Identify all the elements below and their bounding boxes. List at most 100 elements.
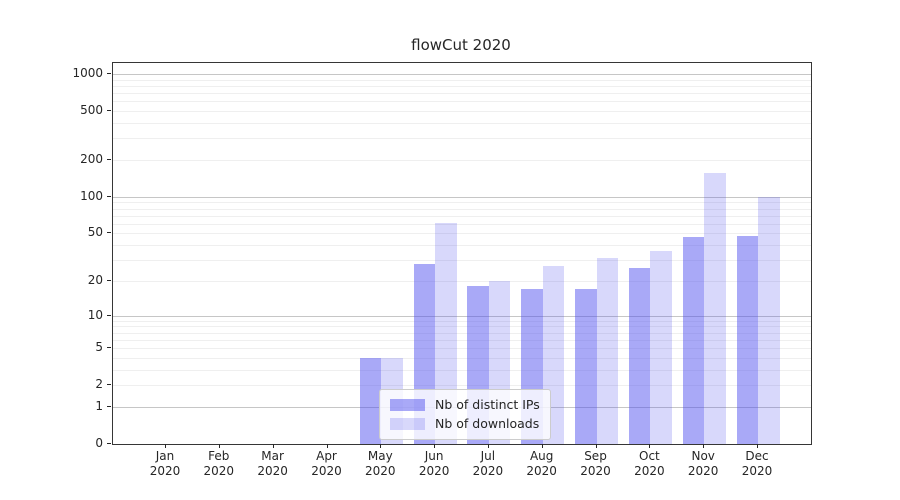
legend-entry-distinct-ips: Nb of distinct IPs xyxy=(390,395,540,414)
x-tick-year: 2020 xyxy=(741,464,773,478)
x-axis-tick-label: Oct 2020 xyxy=(622,449,676,479)
major-gridline xyxy=(113,196,811,198)
x-tick-year: 2020 xyxy=(580,464,611,478)
x-tick-month: Aug xyxy=(529,449,554,463)
minor-gridline xyxy=(113,385,811,387)
bar-downloads-oct xyxy=(650,250,672,444)
x-tick-year: 2020 xyxy=(257,464,288,478)
bar-downloads-jun xyxy=(435,223,457,444)
minor-gridline xyxy=(113,208,811,210)
minor-gridline xyxy=(113,369,811,371)
x-tick-year: 2020 xyxy=(311,464,342,478)
x-axis-tick-label: Jan 2020 xyxy=(138,449,192,479)
minor-gridline xyxy=(113,138,811,140)
minor-gridline xyxy=(113,160,811,161)
x-tick-month: Sep xyxy=(584,449,607,463)
minor-gridline xyxy=(113,260,811,262)
chart-title: flowCut 2020 xyxy=(411,36,511,54)
minor-gridline xyxy=(113,326,811,328)
x-axis-tick-label: May 2020 xyxy=(353,449,407,479)
minor-gridline xyxy=(113,202,811,204)
minor-gridline xyxy=(113,245,811,247)
minor-gridline xyxy=(113,123,811,124)
x-tick-year: 2020 xyxy=(526,464,557,478)
y-axis-tick-label: 50 xyxy=(87,225,103,240)
y-axis-tick-label: 200 xyxy=(80,152,103,166)
x-axis-tick-label: Feb 2020 xyxy=(192,449,246,479)
y-axis-tick-label: 5 xyxy=(95,340,103,354)
x-tick-year: 2020 xyxy=(149,464,181,478)
x-axis-tick-label: Aug 2020 xyxy=(515,449,569,479)
x-axis-tick-label: Apr 2020 xyxy=(300,449,354,479)
y-axis-tick-label: 1000 xyxy=(72,66,103,80)
y-axis-tick xyxy=(107,73,111,74)
plot-area xyxy=(112,62,812,445)
minor-gridline xyxy=(113,348,811,349)
x-tick-month: Jun xyxy=(424,449,444,463)
y-axis-tick xyxy=(107,110,111,112)
minor-gridline xyxy=(113,332,811,334)
x-tick-month: Feb xyxy=(208,449,230,463)
minor-gridline xyxy=(113,79,811,81)
legend-label-distinct-ips: Nb of distinct IPs xyxy=(435,397,540,412)
bar-distinct-ips-oct xyxy=(628,267,651,444)
bar-downloads-dec xyxy=(758,196,780,444)
major-gridline xyxy=(113,315,811,317)
minor-gridline xyxy=(113,320,811,322)
y-axis-tick xyxy=(107,384,111,386)
y-axis-tick-label: 1 xyxy=(95,398,103,413)
x-axis-tick-label: Jul 2020 xyxy=(461,449,515,479)
x-axis-tick xyxy=(703,444,705,448)
x-tick-year: 2020 xyxy=(472,464,504,478)
y-axis-tick xyxy=(107,314,111,316)
x-axis-tick xyxy=(541,444,543,448)
y-axis-tick-label: 20 xyxy=(87,272,103,287)
minor-gridline xyxy=(113,233,811,235)
y-axis-tick xyxy=(107,347,111,348)
x-tick-year: 2020 xyxy=(203,464,235,478)
x-tick-year: 2020 xyxy=(634,464,665,478)
legend-swatch-distinct-ips xyxy=(390,398,425,411)
x-tick-year: 2020 xyxy=(365,464,396,478)
x-tick-month: Nov xyxy=(691,449,715,463)
y-axis-tick xyxy=(107,405,111,407)
bar-distinct-ips-may xyxy=(359,357,382,444)
y-axis-tick-label: 2 xyxy=(95,377,103,392)
x-axis-tick-label: Nov 2020 xyxy=(676,449,730,479)
bar-downloads-nov xyxy=(704,172,726,444)
y-axis-tick xyxy=(107,279,111,281)
bar-distinct-ips-nov xyxy=(682,236,705,444)
legend-entry-downloads: Nb of downloads xyxy=(390,414,540,433)
x-axis-tick xyxy=(757,444,758,448)
x-tick-month: May xyxy=(367,449,393,463)
x-tick-month: Oct xyxy=(639,449,660,463)
x-tick-year: 2020 xyxy=(418,464,450,478)
legend: Nb of distinct IPs Nb of downloads xyxy=(379,389,551,440)
y-axis-tick xyxy=(107,232,111,234)
x-tick-month: Jan xyxy=(155,449,175,463)
minor-gridline xyxy=(113,339,811,341)
x-tick-month: Apr xyxy=(316,449,337,463)
x-axis-tick xyxy=(165,444,166,448)
x-axis-tick-label: Jun 2020 xyxy=(407,449,461,479)
x-axis-tick-label: Dec 2020 xyxy=(730,449,784,479)
legend-label-downloads: Nb of downloads xyxy=(435,416,540,431)
x-axis-tick xyxy=(326,444,328,448)
legend-swatch-downloads xyxy=(390,417,425,430)
x-tick-month: Mar xyxy=(261,449,284,463)
x-axis-tick xyxy=(380,444,382,448)
x-axis-tick xyxy=(649,444,651,448)
x-axis-tick xyxy=(218,444,220,448)
minor-gridline xyxy=(113,357,811,359)
major-gridline xyxy=(113,74,811,75)
x-axis-tick xyxy=(595,444,597,448)
minor-gridline xyxy=(113,223,811,225)
y-axis-tick-label: 500 xyxy=(80,103,103,118)
x-axis-tick xyxy=(272,444,274,448)
minor-gridline xyxy=(113,280,811,282)
x-tick-month: Jul xyxy=(480,449,496,463)
minor-gridline xyxy=(113,93,811,95)
x-axis-tick xyxy=(434,444,436,448)
y-axis-tick xyxy=(107,159,111,160)
